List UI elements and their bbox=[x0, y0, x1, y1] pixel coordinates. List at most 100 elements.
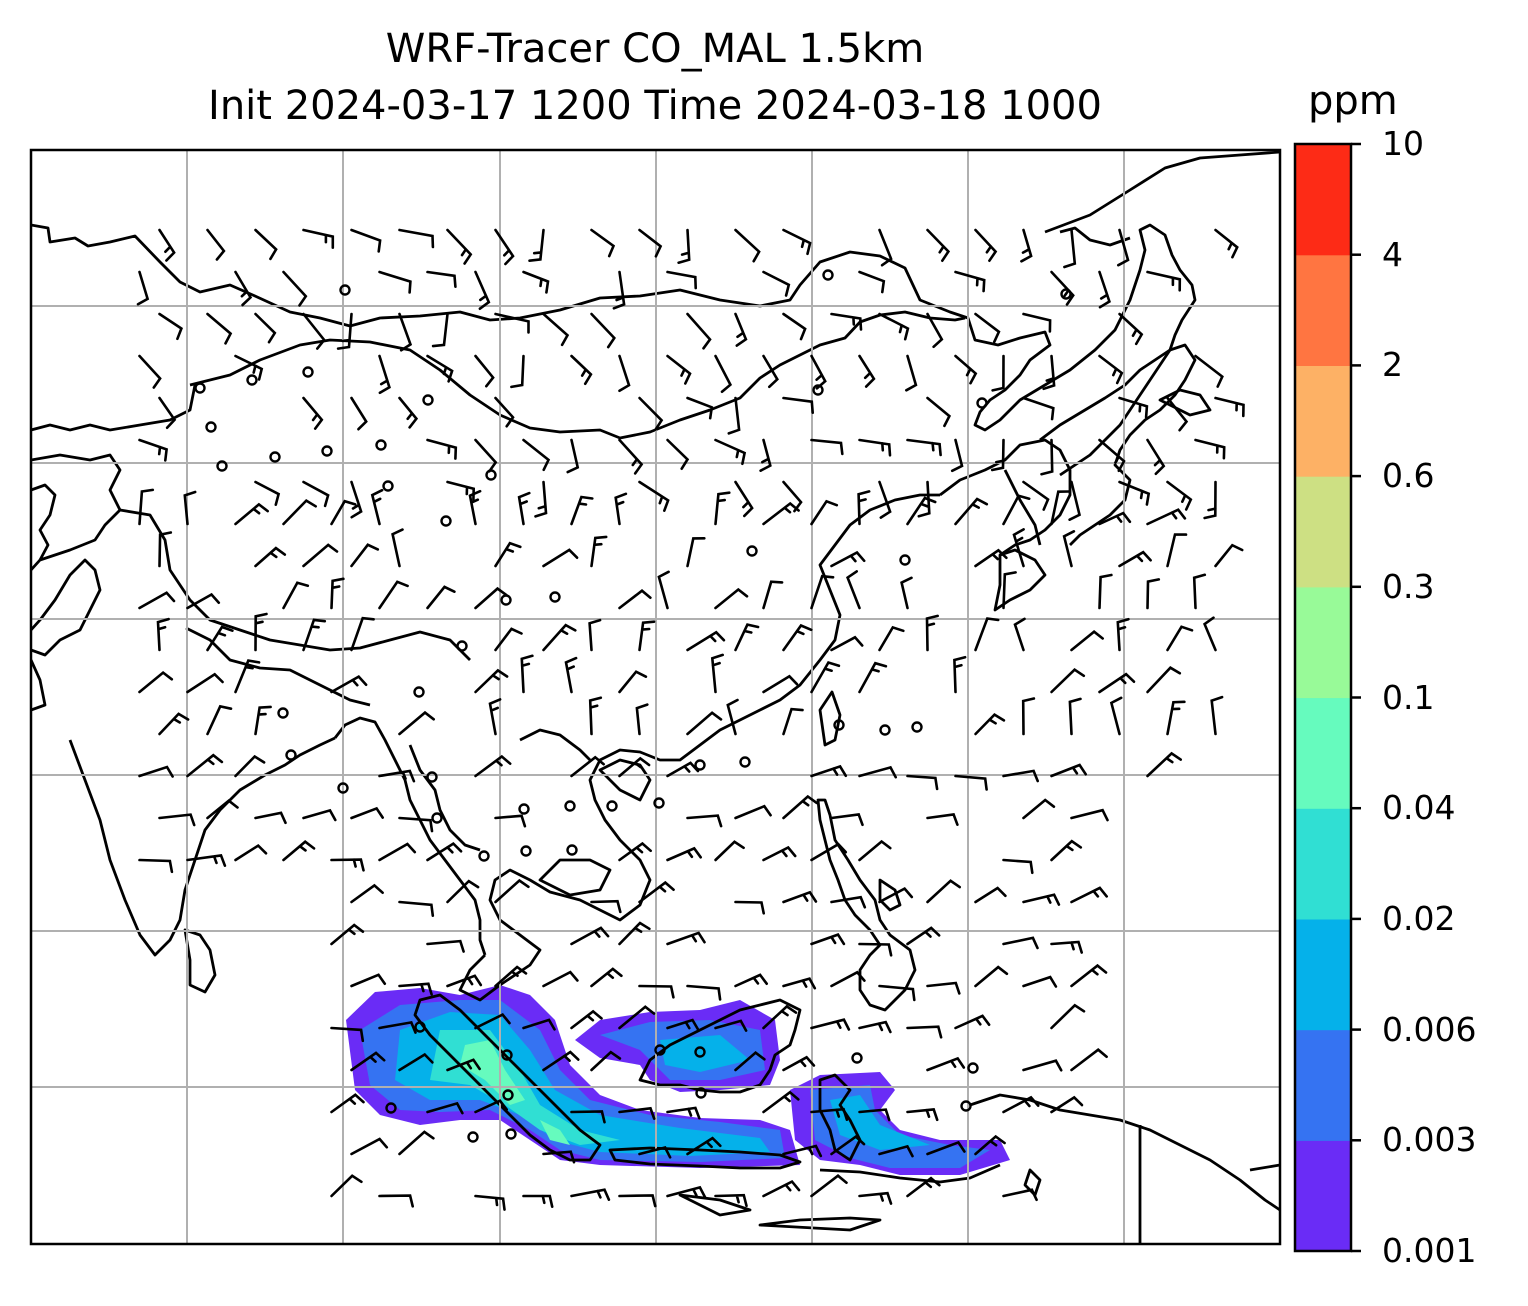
wind-barb bbox=[878, 625, 905, 652]
wind-barb bbox=[810, 842, 848, 862]
wind-barb bbox=[398, 312, 413, 352]
colorbar-tick-label: 0.3 bbox=[1382, 566, 1435, 606]
calm-wind-marker bbox=[339, 284, 351, 296]
wind-barb bbox=[1002, 1095, 1040, 1114]
wind-barb bbox=[906, 1176, 941, 1198]
wind-barb bbox=[378, 842, 417, 862]
wind-barb bbox=[762, 501, 800, 526]
wind-barb bbox=[990, 438, 1005, 472]
wind-barb bbox=[638, 396, 664, 431]
wind-barb bbox=[1146, 438, 1166, 476]
wind-barb bbox=[494, 541, 522, 568]
wind-barb bbox=[686, 711, 723, 736]
gridlines bbox=[31, 150, 1280, 1244]
wind-barb bbox=[528, 228, 545, 262]
calm-wind-marker bbox=[960, 1100, 972, 1112]
wind-barb bbox=[570, 1110, 606, 1124]
wind-barb bbox=[878, 480, 892, 519]
calm-wind-marker bbox=[694, 759, 706, 771]
calm-wind-marker bbox=[851, 1052, 863, 1064]
wind-barb bbox=[714, 840, 745, 862]
wind-barb bbox=[734, 804, 772, 820]
wind-barb bbox=[1194, 438, 1226, 460]
wind-barb bbox=[186, 753, 224, 778]
wind-barb bbox=[186, 592, 221, 610]
wind-barb bbox=[666, 354, 692, 385]
wind-barb bbox=[350, 1137, 389, 1156]
wind-barb bbox=[234, 354, 264, 381]
wind-barb bbox=[1022, 798, 1056, 820]
wind-barb bbox=[727, 396, 741, 435]
wind-barb bbox=[926, 879, 961, 904]
wind-barb bbox=[590, 1050, 622, 1072]
wind-barb bbox=[858, 942, 893, 957]
wind-barb bbox=[1098, 438, 1126, 473]
wind-barb bbox=[398, 1130, 435, 1156]
colorbar-segment bbox=[1295, 1029, 1351, 1141]
wind-barb bbox=[666, 846, 702, 862]
wind-barb bbox=[926, 1140, 966, 1156]
wind-barb bbox=[590, 535, 608, 568]
wind-barb bbox=[858, 1020, 892, 1034]
wind-barb bbox=[542, 312, 570, 347]
wind-barb bbox=[302, 396, 324, 430]
calm-wind-marker bbox=[505, 1128, 517, 1140]
wind-barb bbox=[446, 974, 483, 988]
wind-barb bbox=[302, 543, 339, 568]
wind-barb bbox=[1202, 616, 1217, 652]
wind-barb bbox=[446, 1058, 481, 1072]
wind-barb bbox=[590, 967, 623, 988]
wind-barb bbox=[158, 396, 177, 430]
calm-wind-marker bbox=[426, 771, 438, 783]
wind-barb bbox=[206, 799, 239, 820]
wind-barb bbox=[426, 354, 454, 383]
wind-barb bbox=[954, 354, 978, 385]
calm-wind-marker bbox=[414, 1021, 426, 1033]
wind-barb bbox=[954, 1014, 991, 1030]
calm-wind-marker bbox=[694, 1046, 706, 1058]
wind-barb bbox=[858, 839, 892, 862]
wind-barb bbox=[1146, 508, 1187, 526]
wind-barb bbox=[378, 270, 412, 294]
calm-wind-marker bbox=[976, 397, 988, 409]
wind-barb bbox=[1210, 695, 1224, 736]
wind-barb bbox=[1068, 697, 1082, 736]
wind-barb bbox=[878, 984, 916, 1002]
wind-barb bbox=[1214, 396, 1245, 418]
wind-barb bbox=[398, 900, 435, 917]
wind-barb bbox=[858, 270, 886, 294]
calm-wind-marker bbox=[216, 460, 228, 472]
wind-barb bbox=[522, 270, 550, 294]
wind-barb bbox=[494, 878, 530, 904]
wind-barb bbox=[234, 754, 266, 778]
calm-wind-marker bbox=[739, 756, 751, 768]
wind-barb bbox=[488, 698, 502, 736]
wind-barb bbox=[158, 312, 183, 341]
wind-barb bbox=[638, 480, 670, 512]
wind-barb bbox=[234, 659, 261, 694]
wind-barb bbox=[762, 1090, 800, 1114]
colorbar-tick-label: 2 bbox=[1382, 345, 1403, 385]
wind-barb bbox=[759, 438, 772, 472]
wind-barb bbox=[1042, 354, 1056, 391]
wind-barb bbox=[570, 926, 610, 946]
wind-barb bbox=[378, 1194, 414, 1208]
wind-barb bbox=[138, 858, 174, 874]
wind-barb bbox=[1050, 839, 1083, 862]
calm-wind-marker bbox=[967, 1062, 979, 1074]
colorbar-segments bbox=[1295, 144, 1351, 1252]
wind-barb bbox=[726, 698, 739, 736]
wind-barb bbox=[974, 617, 1000, 652]
wind-barb bbox=[330, 499, 357, 526]
wind-barb bbox=[570, 1188, 611, 1201]
wind-barb bbox=[926, 812, 959, 826]
calm-wind-marker bbox=[518, 803, 530, 815]
wind-barb bbox=[426, 438, 458, 460]
wind-barb bbox=[350, 883, 384, 904]
calm-wind-marker bbox=[467, 1131, 479, 1143]
calm-wind-marker bbox=[520, 845, 532, 857]
colorbar-segment bbox=[1295, 697, 1351, 809]
wind-barb bbox=[330, 858, 365, 872]
wind-barb bbox=[686, 312, 712, 350]
wind-barb bbox=[878, 312, 910, 341]
